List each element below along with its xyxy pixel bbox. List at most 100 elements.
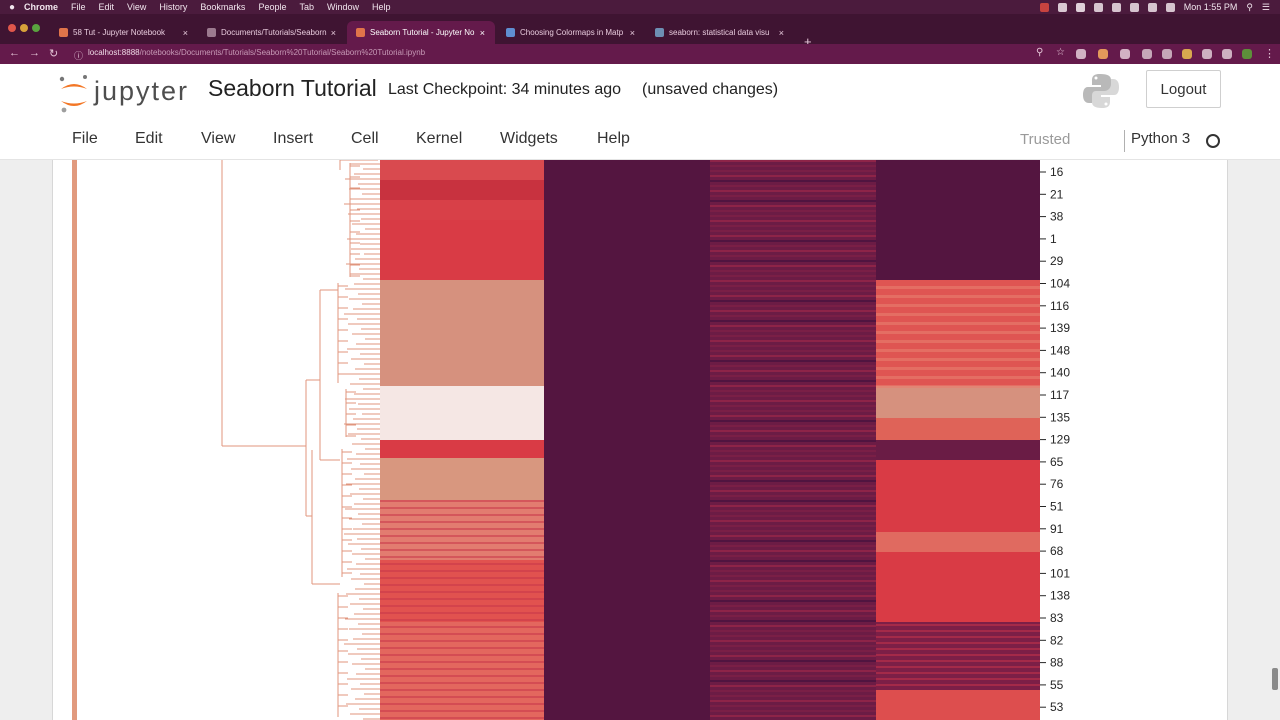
browser-tab[interactable]: seaborn: statistical data visu ×	[646, 21, 794, 44]
search-icon[interactable]: ⚲	[1036, 47, 1044, 58]
tray-cloud-icon[interactable]	[1057, 2, 1067, 12]
heatmap-stripe	[710, 540, 876, 542]
tray-bluetooth-icon[interactable]	[1111, 2, 1121, 12]
selected-cell-indicator	[72, 160, 77, 720]
url-field[interactable]: localhost:8888/notebooks/Documents/Tutor…	[88, 48, 425, 57]
mac-menu-history[interactable]: History	[159, 2, 188, 12]
window-close-icon[interactable]	[8, 24, 16, 32]
menu-kernel[interactable]: Kernel	[416, 130, 463, 147]
mac-menu-app[interactable]: Chrome	[24, 2, 59, 12]
extension-icon[interactable]	[1242, 49, 1252, 59]
browser-tab-active[interactable]: Seaborn Tutorial - Jupyter No ×	[347, 21, 495, 44]
site-info-icon[interactable]: ⓘ	[74, 51, 84, 61]
notebook-title[interactable]: Seaborn Tutorial	[208, 75, 377, 101]
extensions-puzzle-icon[interactable]	[1222, 49, 1232, 59]
scrollbar-thumb[interactable]	[1272, 668, 1278, 690]
extension-icon[interactable]	[1142, 49, 1152, 59]
mac-menu-edit[interactable]: Edit	[98, 2, 115, 12]
browser-tab[interactable]: Choosing Colormaps in Matp ×	[497, 21, 645, 44]
menu-file[interactable]: File	[72, 130, 98, 147]
heatmap-stripe	[380, 577, 544, 579]
apple-icon[interactable]: ●	[8, 1, 16, 13]
reload-icon[interactable]: ↻	[49, 48, 59, 60]
tray-sync-icon[interactable]	[1075, 2, 1085, 12]
heatmap-stripe	[710, 715, 876, 717]
folder-favicon-icon	[207, 28, 216, 37]
browser-tab[interactable]: Documents/Tutorials/Seaborn ×	[198, 21, 346, 44]
tab-close-icon[interactable]: ×	[479, 27, 485, 38]
spotlight-icon[interactable]: ⚲	[1246, 1, 1253, 12]
notification-center-icon[interactable]: ☰	[1261, 1, 1270, 12]
tab-close-icon[interactable]: ×	[330, 27, 336, 38]
heatmap-stripe	[710, 310, 876, 312]
menu-widgets[interactable]: Widgets	[500, 130, 558, 147]
mac-menu-bookmarks[interactable]: Bookmarks	[200, 2, 246, 12]
mac-menu-window[interactable]: Window	[326, 2, 359, 12]
extension-icon[interactable]	[1098, 49, 1108, 59]
battery-icon[interactable]	[1165, 2, 1175, 12]
extension-icon[interactable]	[1120, 49, 1130, 59]
menu-insert[interactable]: Insert	[273, 130, 314, 147]
heatmap-band	[380, 160, 544, 180]
menu-cell[interactable]: Cell	[351, 130, 379, 147]
mac-menu-tab[interactable]: Tab	[299, 2, 314, 12]
wifi-icon[interactable]	[1129, 2, 1139, 12]
extension-icon[interactable]	[1182, 49, 1192, 59]
kernel-idle-icon	[1206, 134, 1220, 148]
url-path: /notebooks/Documents/Tutorials/Seaborn%2…	[139, 48, 426, 57]
tab-close-icon[interactable]: ×	[629, 27, 635, 38]
heatmap-stripe	[876, 642, 1040, 644]
window-minimize-icon[interactable]	[20, 24, 28, 32]
extension-icon[interactable]	[1076, 49, 1086, 59]
menu-bar-clock[interactable]: Mon 1:55 PM	[1183, 2, 1238, 12]
heatmap-stripe	[710, 545, 876, 547]
heatmap-stripe	[380, 633, 544, 635]
mac-menu-file[interactable]: File	[71, 2, 86, 12]
jupyter-logo[interactable]: jupyter	[58, 74, 198, 114]
volume-icon[interactable]	[1147, 2, 1157, 12]
menu-edit[interactable]: Edit	[135, 130, 163, 147]
tab-close-icon[interactable]: ×	[778, 27, 784, 38]
extension-icon[interactable]	[1202, 49, 1212, 59]
heatmap-stripe	[710, 390, 876, 392]
heatmap-stripe	[710, 670, 876, 672]
extension-icon[interactable]	[1162, 49, 1172, 59]
row-label: 139	[1050, 321, 1070, 335]
heatmap-stripe	[710, 285, 876, 287]
browser-tab[interactable]: 58 Tut - Jupyter Notebook ×	[50, 21, 198, 44]
bookmark-star-icon[interactable]: ☆	[1056, 47, 1065, 58]
heatmap-stripe	[380, 717, 544, 719]
tray-time-machine-icon[interactable]	[1093, 2, 1103, 12]
tab-title: Seaborn Tutorial - Jupyter No	[370, 28, 475, 37]
mac-menu-people[interactable]: People	[258, 2, 287, 12]
heatmap-stripe	[710, 560, 876, 562]
heatmap-stripe	[380, 612, 544, 614]
tray-app-icon[interactable]	[1039, 2, 1049, 12]
row-label: 1	[1050, 232, 1057, 246]
mac-menu-help[interactable]: Help	[372, 2, 391, 12]
tab-close-icon[interactable]: ×	[182, 27, 188, 38]
menu-view[interactable]: View	[201, 130, 236, 147]
row-label: 68	[1050, 544, 1064, 558]
heatmap-stripe	[380, 675, 544, 677]
heatmap-stripe	[380, 689, 544, 691]
menu-help[interactable]: Help	[597, 130, 630, 147]
heatmap-stripe	[710, 500, 876, 502]
heatmap-stripe	[876, 340, 1040, 343]
heatmap-stripe	[876, 672, 1040, 674]
trusted-indicator[interactable]: Trusted	[1020, 131, 1071, 148]
back-arrow-icon[interactable]: ←	[9, 47, 20, 59]
mac-menu-view[interactable]: View	[127, 2, 147, 12]
heatmap-stripe	[710, 665, 876, 667]
chrome-menu-icon[interactable]: ⋮	[1264, 48, 1275, 60]
new-tab-button[interactable]: +	[804, 34, 812, 49]
heatmap-stripe	[380, 626, 544, 628]
heatmap-stripe	[380, 654, 544, 656]
checkpoint-status: Last Checkpoint: 34 minutes ago	[388, 81, 622, 98]
heatmap-stripe	[710, 210, 876, 212]
window-zoom-icon[interactable]	[32, 24, 40, 32]
matplotlib-favicon-icon	[506, 28, 515, 37]
heatmap-stripe	[380, 619, 544, 621]
forward-arrow-icon[interactable]: →	[29, 47, 40, 59]
logout-button[interactable]: Logout	[1146, 70, 1221, 108]
